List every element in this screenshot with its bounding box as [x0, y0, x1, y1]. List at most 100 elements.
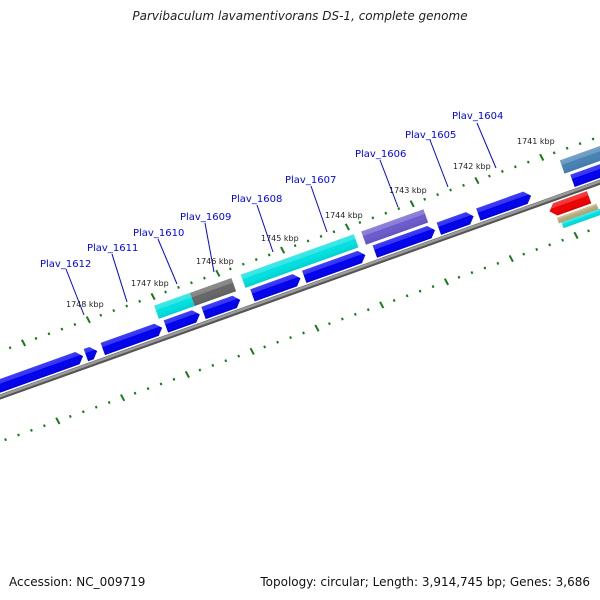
feature-block[interactable] — [559, 135, 600, 174]
feature-block[interactable] — [556, 203, 599, 224]
minor-tick — [431, 285, 435, 289]
gene-arrow[interactable] — [250, 272, 302, 302]
minor-tick — [172, 377, 176, 381]
feature-shading — [476, 191, 532, 221]
minor-tick — [289, 336, 292, 340]
feature-block[interactable] — [189, 278, 237, 307]
feature-shading — [570, 153, 600, 187]
topology-text: Topology: circular; Length: 3,914,745 bp… — [260, 575, 590, 589]
gene-arrow[interactable] — [0, 350, 85, 414]
feature-shading — [549, 191, 592, 216]
minor-tick — [561, 238, 564, 242]
gene-arrow[interactable] — [570, 152, 600, 187]
kbp-label: 1745 kbp — [261, 234, 299, 243]
major-tick — [379, 301, 385, 309]
minor-tick — [591, 137, 595, 141]
minor-tick — [552, 151, 556, 155]
feature-block[interactable] — [561, 207, 600, 229]
minor-tick — [47, 332, 51, 336]
feature-shading — [436, 212, 474, 235]
minor-tick — [198, 368, 202, 372]
minor-tick — [228, 267, 232, 271]
major-tick — [249, 347, 255, 355]
major-tick — [539, 153, 545, 161]
minor-tick — [276, 340, 279, 344]
minor-tick — [94, 405, 98, 409]
major-tick — [508, 254, 514, 263]
minor-tick — [203, 276, 206, 280]
major-tick — [150, 292, 156, 301]
kbp-label: 1741 kbp — [517, 137, 555, 146]
minor-tick — [319, 234, 323, 238]
feature-shading — [240, 234, 359, 288]
minor-tick — [384, 211, 388, 215]
kbp-labels: 1741 kbp 1742 kbp 1743 kbp 1744 kbp 1745… — [66, 137, 555, 309]
gene-label-plav-1604[interactable]: Plav_1604 — [452, 111, 503, 122]
leader-line — [65, 268, 85, 316]
minor-tick — [436, 193, 439, 197]
minor-tick — [535, 247, 539, 251]
gene-label-plav-1610[interactable]: Plav_1610 — [133, 228, 184, 239]
gene-label-plav-1612[interactable]: Plav_1612 — [40, 259, 91, 270]
minor-tick — [548, 243, 552, 247]
minor-tick — [565, 146, 569, 150]
minor-tick — [107, 401, 111, 405]
minor-tick — [34, 336, 38, 340]
map-title: Parvibaculum lavamentivorans DS-1, compl… — [132, 9, 468, 23]
major-tick — [280, 246, 286, 254]
leader-line — [379, 159, 399, 208]
feature-shading — [83, 346, 98, 362]
gene-arrow[interactable] — [201, 294, 242, 320]
minor-tick — [81, 410, 85, 414]
gene-arrow[interactable] — [163, 308, 202, 333]
major-tick — [409, 200, 415, 208]
gene-label-plav-1609[interactable]: Plav_1609 — [180, 212, 231, 223]
minor-tick — [60, 327, 64, 331]
minor-tick — [30, 428, 33, 432]
gene-label-plav-1611[interactable]: Plav_1611 — [87, 243, 138, 254]
leader-line — [256, 204, 274, 253]
gene-label-plav-1606[interactable]: Plav_1606 — [355, 149, 406, 160]
kbp-label: 1744 kbp — [325, 211, 363, 220]
feature-shading — [250, 274, 301, 302]
minor-tick — [353, 312, 357, 316]
minor-tick — [17, 433, 20, 437]
gene-arrow[interactable] — [83, 345, 100, 362]
leader-line — [157, 238, 178, 285]
gene-arrow[interactable] — [302, 249, 368, 284]
major-tick — [314, 324, 320, 332]
minor-tick — [254, 258, 258, 262]
minor-tick — [332, 230, 336, 234]
major-tick — [573, 231, 579, 239]
minor-tick — [133, 391, 137, 395]
gene-arrow[interactable] — [436, 210, 476, 235]
kbp-label: 1746 kbp — [196, 257, 234, 266]
minor-tick — [423, 197, 427, 201]
minor-tick — [293, 244, 297, 248]
feature-shading — [561, 207, 600, 229]
minor-tick — [68, 414, 72, 418]
feature-block[interactable] — [240, 234, 359, 288]
map-arc — [0, 124, 600, 442]
feature-block[interactable] — [361, 209, 429, 245]
minor-tick — [138, 299, 142, 303]
minor-tick — [397, 207, 401, 211]
gene-arrow[interactable] — [372, 224, 438, 258]
gene-arrow[interactable] — [476, 190, 533, 221]
minor-tick — [164, 290, 167, 294]
accession-text: Accession: NC_009719 — [9, 575, 146, 589]
minor-tick — [522, 252, 526, 256]
gene-label-plav-1608[interactable]: Plav_1608 — [231, 194, 282, 205]
feature-tracks — [0, 135, 600, 414]
minor-tick — [302, 331, 305, 335]
gene-label-plav-1605[interactable]: Plav_1605 — [405, 130, 456, 141]
gene-arrow[interactable] — [100, 322, 165, 356]
feature-block[interactable] — [154, 292, 195, 319]
feature-shading — [559, 135, 600, 174]
gene-arrow[interactable] — [547, 191, 592, 217]
minor-tick — [457, 275, 461, 279]
feature-shading — [556, 203, 599, 224]
gene-label-plav-1607[interactable]: Plav_1607 — [285, 175, 336, 186]
feature-shading — [302, 250, 366, 284]
